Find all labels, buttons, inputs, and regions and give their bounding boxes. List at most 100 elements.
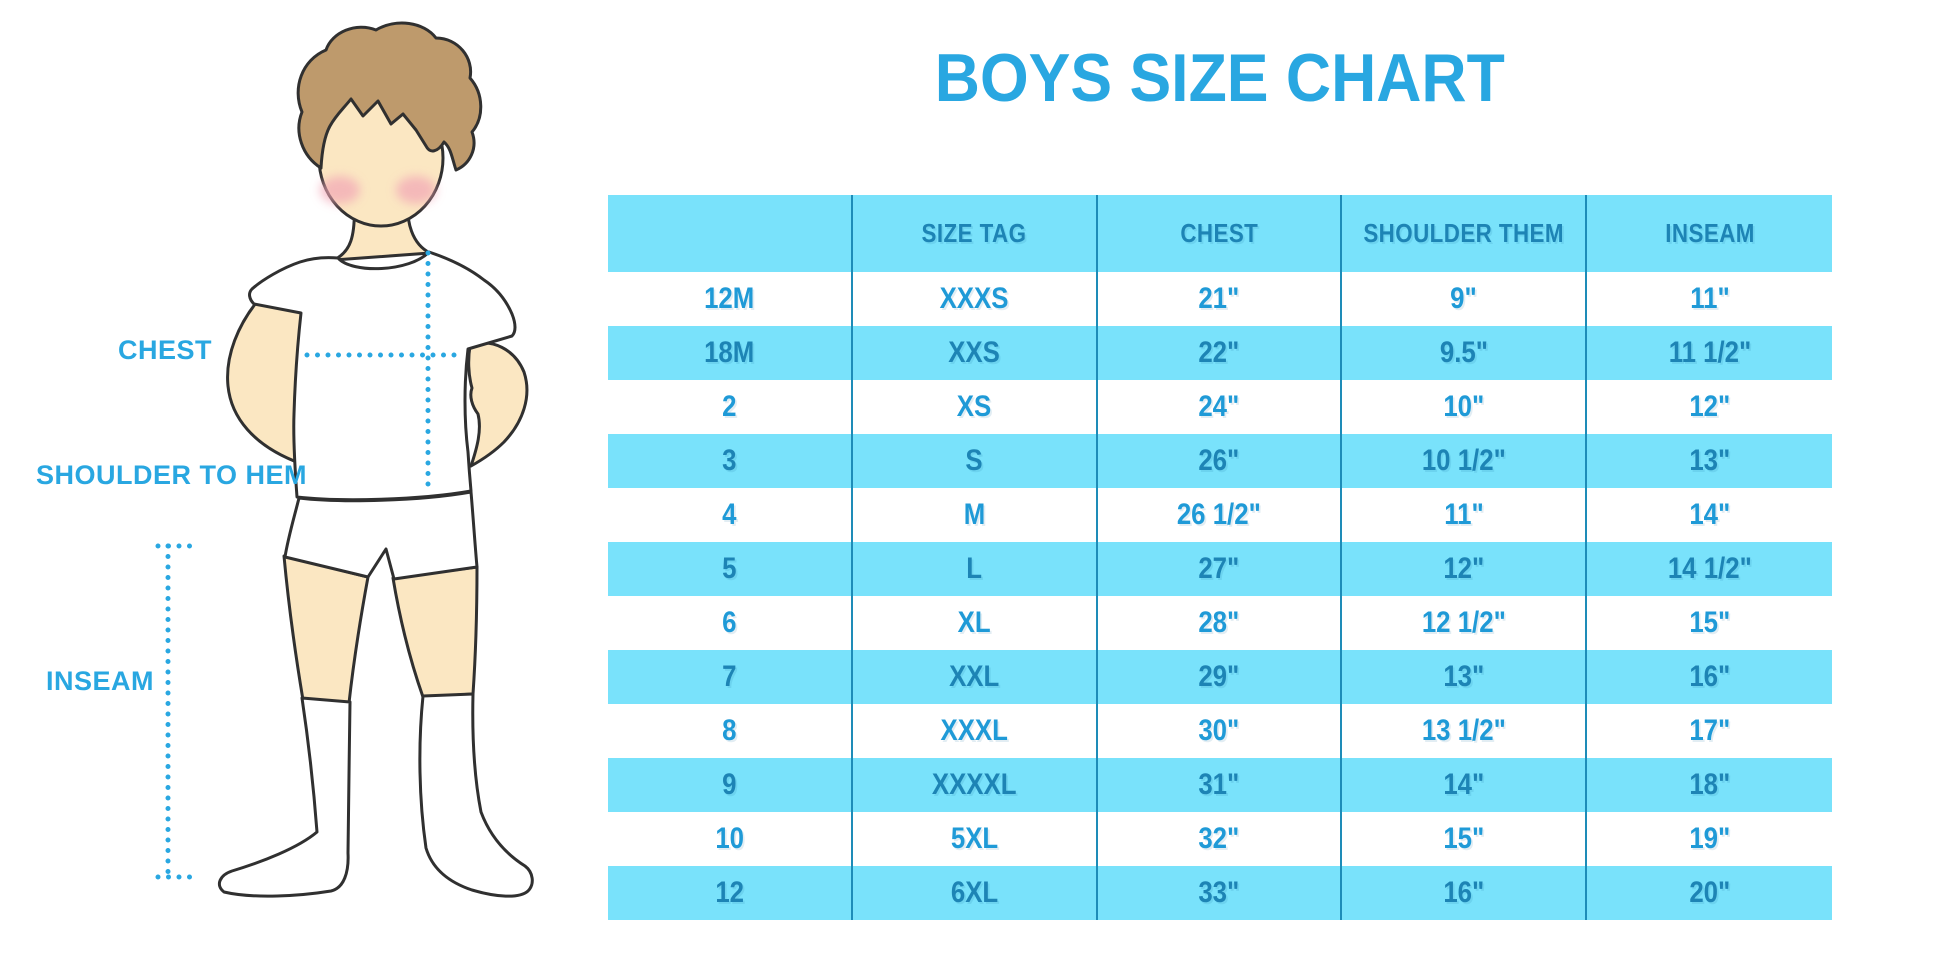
size-cell-text: 5 [722, 552, 737, 585]
size-cell: 17" [1587, 704, 1832, 758]
size-cell-text: 26 1/2" [1177, 498, 1261, 531]
size-cell-text: S [965, 444, 983, 477]
size-cell-text: 21" [1198, 282, 1240, 315]
size-cell: 6XL [852, 866, 1098, 920]
size-cell-text: 15" [1689, 606, 1731, 639]
header-cell-text: INSEAM [1664, 218, 1755, 248]
size-cell: 9 [608, 758, 853, 812]
size-cell-text: 33" [1198, 876, 1240, 909]
size-cell-text: 11 1/2" [1668, 336, 1751, 369]
size-cell-text: 31" [1198, 768, 1240, 801]
size-cell-text: 13 1/2" [1421, 714, 1506, 747]
header-cell-text: CHEST [1180, 218, 1258, 248]
page-title: BOYS SIZE CHART [608, 42, 1832, 114]
size-cell-text: XXXXL [931, 768, 1017, 801]
boy-hair [296, 21, 483, 172]
size-cell-text: 2 [722, 390, 737, 423]
size-cell: 7 [608, 650, 853, 704]
size-cell: 6 [608, 596, 853, 650]
size-cell-text: 11" [1444, 498, 1484, 531]
size-cell: 9.5" [1342, 326, 1588, 380]
size-cell: 11" [1587, 272, 1832, 326]
size-cell: XS [852, 380, 1098, 434]
size-cell-text: 9.5" [1439, 336, 1488, 369]
page-title-text: BOYS SIZE CHART [934, 40, 1506, 116]
size-cell: 10" [1342, 380, 1588, 434]
size-cell: 32" [1097, 812, 1343, 866]
size-cell: XXXS [852, 272, 1098, 326]
size-cell: M [852, 488, 1098, 542]
size-cell-text: 12" [1689, 390, 1731, 423]
size-cell: 12 [608, 866, 853, 920]
size-cell-text: XXS [948, 336, 1001, 369]
size-cell: XL [852, 596, 1098, 650]
size-table: SIZE TAG CHEST SHOULDER THEM INSEAM 12M XXXS 2… [608, 195, 1832, 920]
size-cell-text: 13" [1689, 444, 1731, 477]
size-cell: 33" [1097, 866, 1343, 920]
inseam-label: INSEAM [46, 666, 155, 696]
header-cell: SIZE TAG [852, 195, 1098, 272]
size-cell: 10 [608, 812, 853, 866]
size-cell-text: XL [957, 606, 991, 639]
size-cell: 18" [1587, 758, 1832, 812]
size-cell: S [852, 434, 1098, 488]
size-cell: 24" [1097, 380, 1343, 434]
size-cell-text: 12 1/2" [1421, 606, 1506, 639]
size-cell: 15" [1342, 812, 1588, 866]
size-cell-text: 29" [1198, 660, 1240, 693]
size-cell: 13" [1342, 650, 1588, 704]
size-cell: 16" [1342, 866, 1588, 920]
boy-left-thigh [282, 554, 370, 705]
size-cell: XXXL [852, 704, 1098, 758]
size-cell-text: L [966, 552, 983, 585]
header-cell: INSEAM [1587, 195, 1832, 272]
size-cell: 10 1/2" [1342, 434, 1588, 488]
size-cell-text: 12 [715, 876, 744, 909]
size-cell-text: 12M [704, 282, 755, 315]
size-cell: 12" [1342, 542, 1588, 596]
size-cell-text: 10" [1443, 390, 1485, 423]
size-cell: 20" [1587, 866, 1832, 920]
size-cell-text: 6XL [950, 876, 998, 909]
size-cell-text: 5XL [950, 822, 998, 855]
size-cell-text: 10 1/2" [1421, 444, 1506, 477]
chest-label: CHEST [118, 335, 213, 365]
size-cell: 11" [1342, 488, 1588, 542]
size-cell-text: 13" [1443, 660, 1485, 693]
size-cell-text: 9 [722, 768, 737, 801]
size-cell-text: 7 [722, 660, 737, 693]
size-cell: 31" [1097, 758, 1343, 812]
size-cell: 9" [1342, 272, 1588, 326]
size-cell: 14 1/2" [1587, 542, 1832, 596]
size-cell-text: 6 [722, 606, 737, 639]
size-cell: 26 1/2" [1097, 488, 1343, 542]
size-cell: 2 [608, 380, 853, 434]
size-cell: 30" [1097, 704, 1343, 758]
header-cell-text: SHOULDER THEM [1363, 218, 1565, 248]
size-cell-text: 22" [1198, 336, 1240, 369]
size-cell-text: 3 [722, 444, 737, 477]
size-cell-text: 32" [1198, 822, 1240, 855]
size-cell: 22" [1097, 326, 1343, 380]
size-cell-text: 17" [1689, 714, 1731, 747]
size-cell: 18M [608, 326, 853, 380]
boy-right-sock [418, 692, 534, 898]
size-cell: 3 [608, 434, 853, 488]
size-cell: 15" [1587, 596, 1832, 650]
size-cell-text: 14" [1689, 498, 1731, 531]
size-cell: 16" [1587, 650, 1832, 704]
size-cell-text: 12" [1443, 552, 1485, 585]
size-cell-text: M [963, 498, 985, 531]
size-cell-text: 30" [1198, 714, 1240, 747]
header-cell [608, 195, 853, 272]
size-cell: 14" [1342, 758, 1588, 812]
size-cell-text: XXXL [940, 714, 1008, 747]
size-cell-text: XXXS [939, 282, 1009, 315]
boy-right-arm [467, 341, 529, 468]
header-cell: SHOULDER THEM [1342, 195, 1588, 272]
size-cell: 21" [1097, 272, 1343, 326]
header-cell: CHEST [1097, 195, 1343, 272]
size-cell: 13 1/2" [1342, 704, 1588, 758]
size-cell: 11 1/2" [1587, 326, 1832, 380]
